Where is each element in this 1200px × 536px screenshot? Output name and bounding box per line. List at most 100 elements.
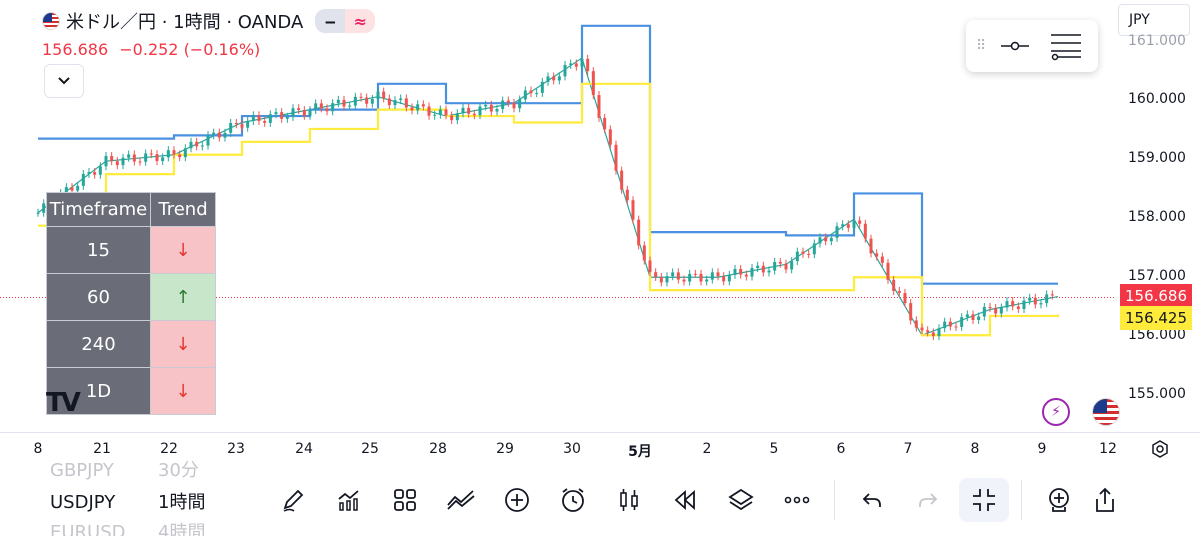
candle [144, 153, 148, 162]
more-button[interactable] [772, 478, 822, 522]
lightning-icon[interactable]: ⚡ [1042, 398, 1070, 426]
candle [206, 135, 210, 146]
candle [512, 102, 516, 109]
candle [654, 272, 658, 277]
bottom-toolbar: GBPJPY 30分 USDJPY 1時間 EURUSD 4時間 [0, 460, 1200, 536]
undo-button[interactable] [847, 478, 897, 522]
candle [994, 308, 998, 314]
symbol-row[interactable]: GBPJPY 30分 [50, 456, 199, 482]
line-tool-icon[interactable] [999, 36, 1031, 56]
collapse-button[interactable] [44, 64, 84, 98]
chart-header: 米ドル／円 · 1時間 · OANDA ‒ ≈ [42, 8, 376, 34]
tradingview-logo[interactable]: TV [46, 388, 81, 418]
layout-button[interactable] [380, 478, 430, 522]
price-tick: 160.000 [1128, 91, 1186, 107]
time-axis[interactable]: 8 21 22 23 24 25 28 29 30 5月 2 5 6 7 8 9… [0, 432, 1200, 466]
fullscreen-button[interactable] [959, 478, 1009, 522]
price-change: −0.252 (−0.16%) [119, 40, 261, 59]
trend-down-arrow-icon: ↓ [150, 367, 216, 415]
candle [875, 253, 879, 257]
candle [387, 98, 391, 106]
price-chart[interactable] [0, 0, 1116, 432]
candle [1005, 301, 1009, 308]
chart-area[interactable] [0, 0, 1116, 432]
candle [835, 226, 839, 238]
time-tick: 9 [1037, 441, 1047, 457]
candle [291, 108, 295, 117]
candle [217, 132, 221, 138]
compare-button[interactable] [436, 478, 486, 522]
alert-button[interactable] [548, 478, 598, 522]
drawing-toolbar[interactable]: ⠿ [966, 20, 1098, 72]
candle [438, 109, 442, 115]
minus-toggle[interactable]: ‒ [315, 9, 346, 33]
price-axis[interactable]: 161.000 160.000 159.000 158.000 157.000 … [1116, 0, 1200, 432]
time-tick: 2 [702, 441, 712, 457]
candle [773, 261, 777, 271]
redo-icon [919, 493, 938, 507]
symbol-row[interactable]: USDJPY 1時間 [50, 488, 205, 514]
time-tick: 24 [295, 441, 313, 457]
indicators-button[interactable] [324, 478, 374, 522]
table-row: 1D ↓ [46, 367, 216, 415]
indicator-toggle[interactable]: ‒ ≈ [315, 9, 376, 33]
timeframe-cell: 1D [46, 367, 151, 415]
candle [36, 212, 40, 214]
symbol-name: USDJPY [50, 492, 116, 513]
time-tick: 8 [33, 441, 43, 457]
us-flag-event-icon[interactable] [1092, 398, 1120, 426]
candle [943, 321, 947, 329]
candle [818, 237, 822, 244]
candle [121, 157, 125, 166]
drag-handle-icon[interactable]: ⠿ [976, 38, 986, 54]
chart-title[interactable]: 米ドル／円 · 1時間 · OANDA [66, 12, 304, 33]
gear-icon[interactable] [1150, 439, 1170, 463]
candle [81, 173, 85, 186]
candle [880, 256, 884, 263]
candle [841, 224, 845, 227]
draw-button[interactable] [268, 478, 318, 522]
candle [914, 320, 918, 328]
candle [557, 76, 561, 81]
add-alert-icon [1049, 488, 1069, 512]
time-tick: 30 [563, 441, 581, 457]
time-tick: 5月 [628, 444, 652, 460]
indicators-icon [338, 490, 359, 511]
share-button[interactable] [1090, 478, 1120, 522]
candle [42, 203, 46, 213]
candle [138, 161, 142, 163]
candle [98, 166, 102, 175]
currency-select[interactable]: JPY [1118, 4, 1190, 36]
price-tick: 156.000 [1128, 327, 1186, 343]
candle [495, 108, 499, 112]
layers-button[interactable] [716, 478, 766, 522]
candle [863, 223, 867, 239]
candle [580, 58, 584, 67]
alarm-icon [562, 488, 584, 512]
time-tick: 12 [1099, 441, 1117, 457]
redo-button[interactable] [903, 478, 953, 522]
time-tick: 5 [769, 441, 779, 457]
candle [960, 317, 964, 327]
candle [370, 98, 374, 104]
candle [501, 100, 505, 109]
candle [829, 237, 833, 242]
approx-toggle[interactable]: ≈ [345, 9, 376, 33]
replay-button[interactable] [660, 478, 710, 522]
price-tick: 155.000 [1128, 386, 1186, 402]
symbol-row[interactable]: EURUSD 4時間 [50, 518, 205, 536]
candle [183, 148, 187, 158]
candle [240, 124, 244, 128]
price-quote: 156.686 −0.252 (−0.16%) [42, 40, 260, 59]
symbol-interval: 4時間 [158, 522, 206, 536]
chart-type-button[interactable] [604, 478, 654, 522]
add-symbol-button[interactable] [492, 478, 542, 522]
add-alert-button[interactable] [1034, 478, 1084, 522]
candle [801, 251, 805, 254]
candle [625, 189, 629, 201]
candle [70, 187, 74, 191]
candle [1022, 300, 1026, 309]
settings-lines-icon[interactable] [1049, 31, 1083, 61]
share-icon [1096, 487, 1114, 512]
symbol-name: GBPJPY [50, 460, 114, 481]
